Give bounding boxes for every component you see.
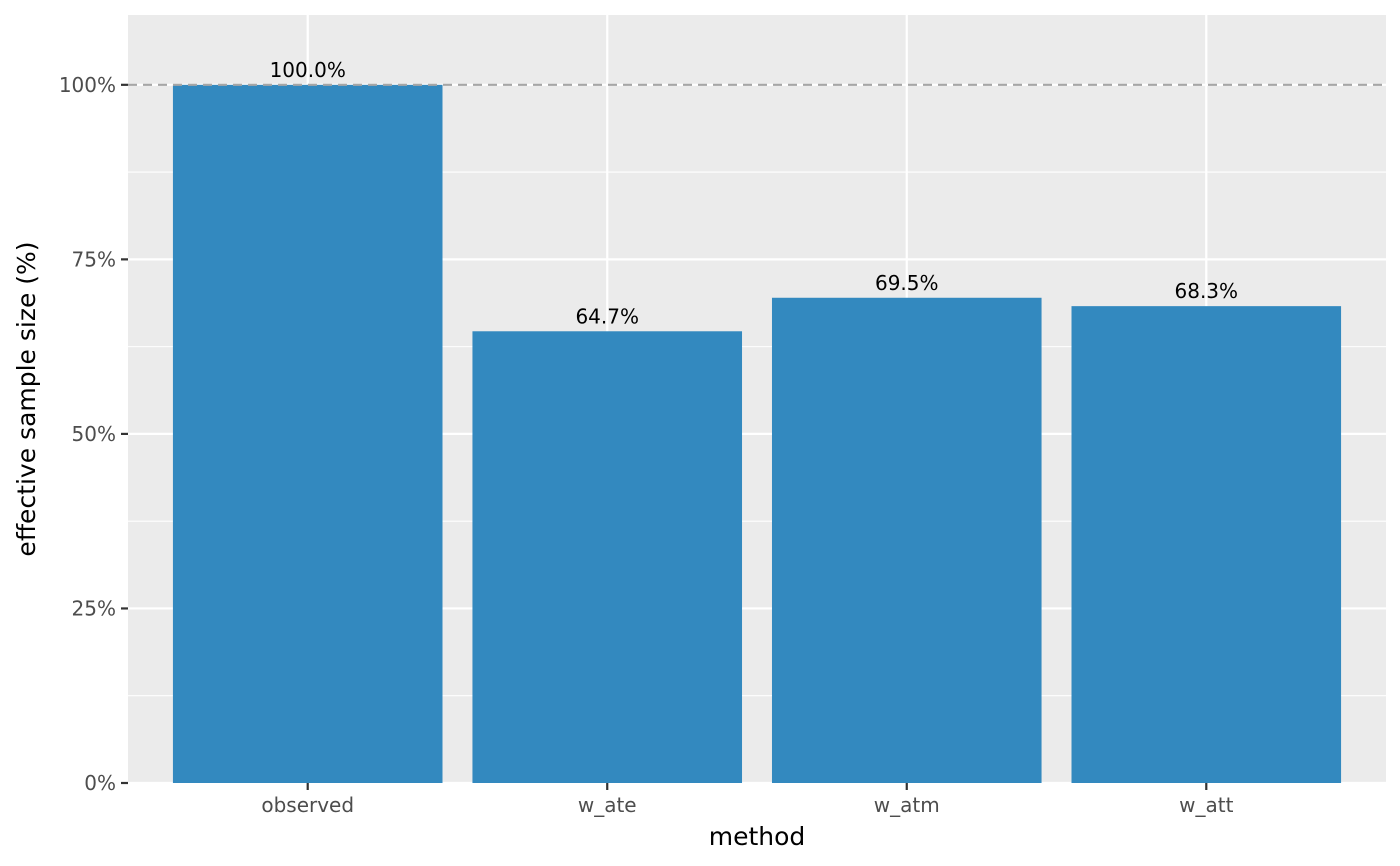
x-axis: observed w_ate w_atm w_att (261, 783, 1234, 817)
x-tick-label: w_ate (578, 793, 637, 817)
x-tick-label: w_atm (874, 793, 940, 817)
bar-w_atm (771, 297, 1042, 783)
y-tick-label: 0% (84, 771, 116, 795)
bar-w_att (1071, 306, 1342, 783)
bar-observed (172, 84, 443, 784)
data-labels: 100.0% 64.7% 69.5% 68.3% (270, 58, 1238, 328)
x-axis-title: method (709, 822, 806, 851)
y-tick-label: 75% (72, 247, 116, 271)
data-label-w_atm: 69.5% (875, 271, 939, 295)
y-tick-label: 50% (72, 422, 116, 446)
y-tick-label: 100% (59, 73, 116, 97)
y-axis: 0% 25% 50% 75% 100% (59, 73, 128, 795)
bars (172, 84, 1342, 784)
bar-w_ate (472, 331, 743, 783)
x-tick-label: w_att (1179, 793, 1233, 817)
y-tick-label: 25% (72, 596, 116, 620)
data-label-observed: 100.0% (270, 58, 346, 82)
x-tick-label: observed (261, 793, 354, 817)
data-label-w_ate: 64.7% (575, 304, 639, 328)
y-axis-title: effective sample size (%) (12, 241, 41, 556)
data-label-w_att: 68.3% (1175, 279, 1239, 303)
